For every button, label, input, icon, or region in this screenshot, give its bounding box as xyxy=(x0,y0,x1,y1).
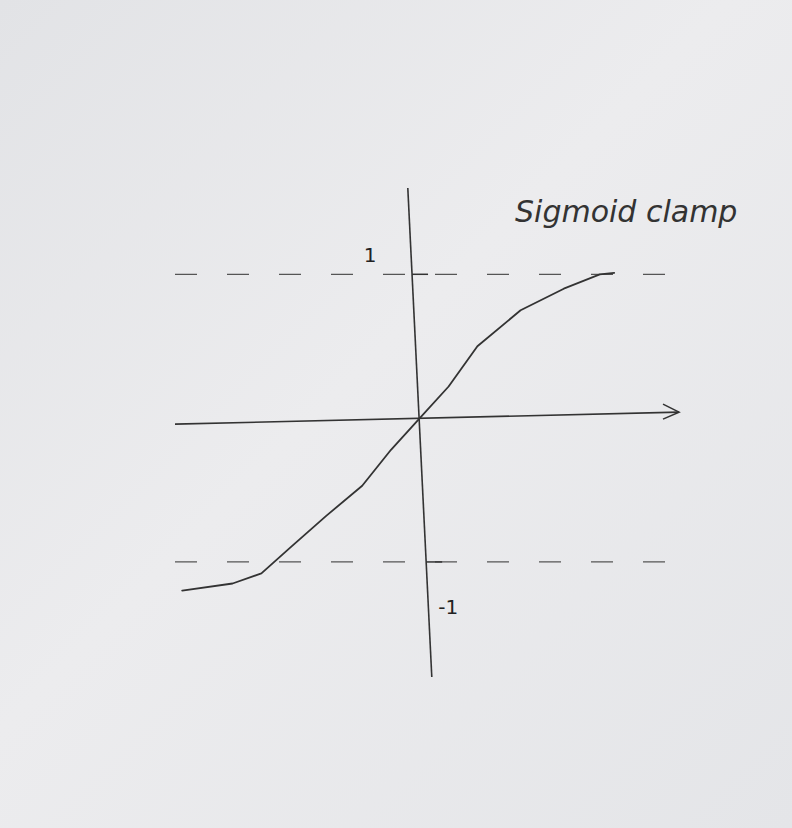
title: Sigmoid clamp xyxy=(515,194,737,229)
x-axis xyxy=(175,412,679,424)
sigmoid-line xyxy=(182,273,614,591)
grid-line xyxy=(175,561,679,562)
chart: -1 1 Sigmoid clamp xyxy=(0,0,792,828)
y-tick xyxy=(412,274,428,276)
y-tick xyxy=(426,561,442,563)
x-axis-arrow xyxy=(663,404,679,419)
y-tick-label: 1 xyxy=(364,243,377,267)
y-tick-label: -1 xyxy=(438,595,458,619)
y-axis xyxy=(408,188,432,677)
plot-area xyxy=(182,273,614,591)
